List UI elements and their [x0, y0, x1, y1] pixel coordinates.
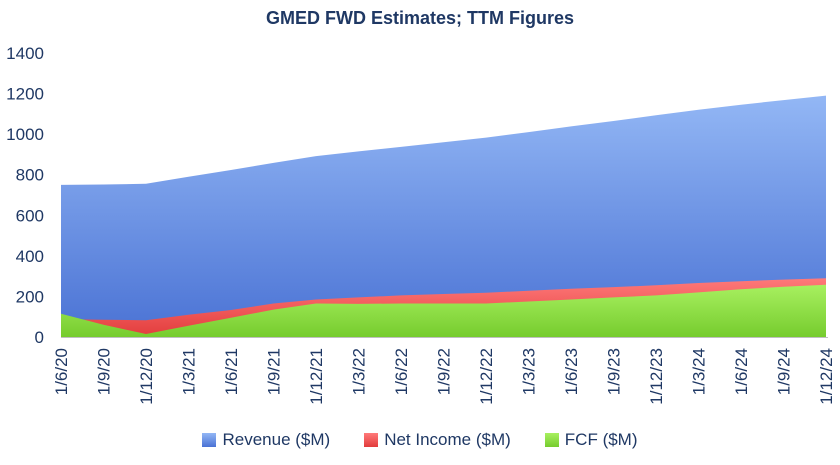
- legend-label-fcf: FCF ($M): [564, 430, 638, 449]
- y-tick-label: 800: [16, 166, 44, 185]
- y-tick-label: 400: [16, 247, 44, 266]
- x-tick-label: 1/12/21: [307, 348, 326, 405]
- legend-swatch-revenue: [202, 433, 217, 447]
- chart-title: GMED FWD Estimates; TTM Figures: [265, 8, 575, 28]
- x-tick-label: 1/9/21: [265, 348, 284, 395]
- x-tick-label: 1/3/21: [180, 348, 199, 395]
- x-tick-label: 1/6/20: [52, 348, 71, 395]
- x-tick-label: 1/3/24: [690, 348, 709, 395]
- x-tick-label: 1/6/23: [562, 348, 581, 395]
- legend-item-revenue: Revenue ($M): [202, 430, 330, 450]
- x-tick-label: 1/3/23: [520, 348, 539, 395]
- area-revenue: [61, 95, 826, 337]
- y-tick-label: 0: [35, 328, 44, 347]
- x-tick-label: 1/9/20: [95, 348, 114, 395]
- x-tick-label: 1/9/23: [605, 348, 624, 395]
- x-tick-label: 1/6/21: [222, 348, 241, 395]
- y-tick-label: 600: [16, 206, 44, 225]
- x-tick-label: 1/9/22: [435, 348, 454, 395]
- legend-label-revenue: Revenue ($M): [222, 430, 331, 449]
- y-tick-label: 1000: [6, 125, 44, 144]
- legend-item-fcf: FCF ($M): [544, 430, 638, 450]
- x-tick-label: 1/6/22: [392, 348, 411, 395]
- y-tick-label: 1200: [6, 85, 44, 104]
- legend-swatch-net-income: [364, 433, 379, 447]
- legend: Revenue ($M) Net Income ($M) FCF ($M): [0, 430, 840, 450]
- x-tick-label: 1/9/24: [775, 348, 794, 395]
- area-fcf: [61, 284, 826, 337]
- x-tick-label: 1/12/22: [477, 348, 496, 405]
- legend-label-net-income: Net Income ($M): [384, 430, 511, 449]
- legend-item-net-income: Net Income ($M): [364, 430, 511, 450]
- x-tick-label: 1/12/23: [647, 348, 666, 405]
- y-tick-label: 200: [16, 287, 44, 306]
- x-tick-label: 1/6/24: [732, 348, 751, 395]
- x-tick-label: 1/12/20: [137, 348, 156, 405]
- x-tick-label: 1/3/22: [350, 348, 369, 395]
- x-tick-label: 1/12/24: [817, 348, 836, 405]
- legend-swatch-fcf: [544, 433, 559, 447]
- y-tick-label: 1400: [6, 44, 44, 63]
